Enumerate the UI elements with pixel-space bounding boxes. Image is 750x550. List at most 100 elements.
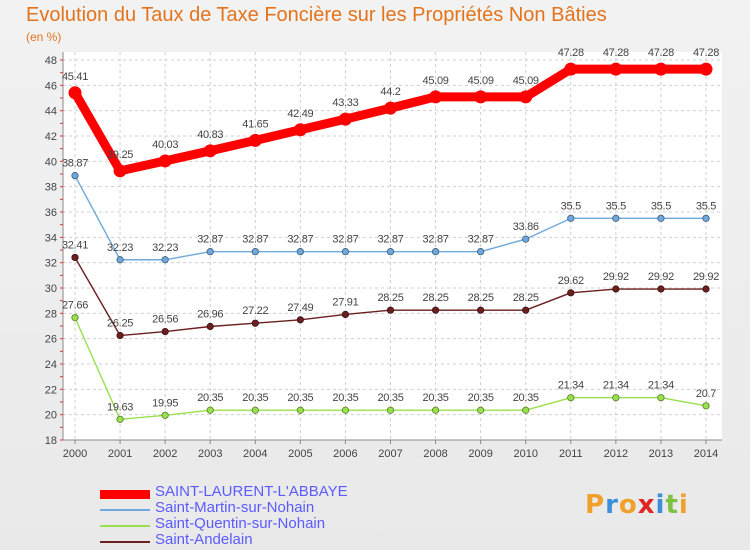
x-tick-label: 2014 bbox=[694, 448, 718, 460]
legend-label: SAINT-LAURENT-L'ABBAYE bbox=[155, 483, 348, 500]
data-label: 26.56 bbox=[152, 314, 178, 326]
series-point bbox=[386, 406, 395, 414]
series-point bbox=[702, 402, 710, 410]
data-label: 20.35 bbox=[377, 392, 403, 404]
series-point bbox=[474, 90, 488, 104]
series-point bbox=[431, 248, 440, 256]
series-point bbox=[657, 394, 665, 402]
x-tick-label: 2004 bbox=[243, 448, 267, 460]
x-tick-label: 2000 bbox=[63, 448, 87, 460]
data-label: 44.2 bbox=[380, 86, 400, 98]
data-label: 29.92 bbox=[603, 271, 629, 283]
y-tick-label: 24 bbox=[45, 359, 57, 371]
data-label: 20.35 bbox=[197, 392, 223, 404]
y-tick-label: 44 bbox=[45, 106, 57, 118]
data-label: 45.09 bbox=[423, 75, 449, 87]
data-label: 20.35 bbox=[287, 392, 313, 404]
data-label: 20.35 bbox=[242, 392, 268, 404]
data-label: 32.41 bbox=[62, 239, 88, 251]
data-label: 32.23 bbox=[152, 242, 178, 254]
x-tick-label: 2009 bbox=[468, 448, 492, 460]
series-point bbox=[161, 256, 169, 264]
x-tick-label: 2012 bbox=[604, 448, 628, 460]
series-point bbox=[567, 394, 575, 402]
logo-letter: o bbox=[618, 490, 638, 520]
data-label: 45.09 bbox=[513, 75, 539, 87]
series-point bbox=[657, 285, 665, 293]
series-point bbox=[206, 248, 214, 256]
series-point bbox=[702, 214, 710, 222]
series-point bbox=[251, 319, 259, 327]
x-tick-label: 2006 bbox=[333, 448, 357, 460]
proxiti-logo: Proxiti bbox=[585, 490, 689, 520]
series-point bbox=[71, 172, 79, 180]
series-point bbox=[341, 406, 350, 414]
series-point bbox=[567, 214, 575, 222]
series-point bbox=[657, 214, 665, 222]
series-point bbox=[429, 90, 443, 104]
data-label: 33.86 bbox=[513, 221, 539, 233]
data-label: 43.33 bbox=[332, 97, 358, 109]
x-tick-label: 2002 bbox=[153, 448, 177, 460]
x-tick-label: 2007 bbox=[378, 448, 402, 460]
data-label: 28.25 bbox=[513, 292, 539, 304]
y-tick-label: 28 bbox=[45, 308, 57, 320]
chart-title: Evolution du Taux de Taxe Foncière sur l… bbox=[26, 4, 607, 26]
y-tick-label: 48 bbox=[45, 55, 57, 67]
x-tick-label: 2010 bbox=[513, 448, 537, 460]
logo-letter: i bbox=[678, 490, 689, 520]
data-label: 38.87 bbox=[62, 158, 88, 170]
data-label: 29.92 bbox=[693, 271, 719, 283]
data-label: 32.23 bbox=[107, 242, 133, 254]
data-label: 47.28 bbox=[693, 47, 719, 59]
series-point bbox=[522, 406, 530, 414]
data-label: 45.41 bbox=[62, 71, 88, 83]
data-label: 20.35 bbox=[423, 392, 449, 404]
series-point bbox=[431, 406, 440, 414]
data-label: 28.25 bbox=[423, 292, 449, 304]
data-label: 29.62 bbox=[558, 275, 584, 287]
data-label: 29.92 bbox=[648, 271, 674, 283]
data-label: 27.22 bbox=[242, 305, 268, 317]
data-label: 27.49 bbox=[287, 302, 313, 314]
series-point bbox=[296, 316, 304, 324]
data-label: 42.49 bbox=[287, 108, 313, 120]
y-tick-label: 46 bbox=[45, 80, 57, 92]
logo-letter: r bbox=[605, 490, 619, 520]
data-label: 32.87 bbox=[287, 234, 313, 246]
series-point bbox=[612, 394, 620, 402]
x-tick-label: 2008 bbox=[423, 448, 447, 460]
data-label: 27.66 bbox=[62, 300, 88, 312]
y-tick-label: 30 bbox=[45, 283, 57, 295]
y-tick-label: 32 bbox=[45, 258, 57, 270]
y-tick-label: 20 bbox=[45, 410, 57, 422]
series-point bbox=[522, 306, 530, 314]
x-tick-label: 2003 bbox=[198, 448, 222, 460]
y-tick-label: 22 bbox=[45, 384, 57, 396]
y-tick-label: 34 bbox=[45, 232, 57, 244]
legend-label: Saint-Martin-sur-Nohain bbox=[155, 499, 315, 516]
series-point bbox=[206, 406, 214, 414]
series-point bbox=[654, 62, 668, 76]
data-label: 35.5 bbox=[651, 200, 671, 212]
series-point bbox=[116, 331, 124, 340]
data-label: 20.35 bbox=[513, 392, 539, 404]
series-point bbox=[431, 306, 440, 314]
series-point bbox=[251, 406, 259, 414]
y-tick-label: 40 bbox=[45, 156, 57, 168]
data-label: 47.28 bbox=[648, 47, 674, 59]
logo-letter: P bbox=[585, 490, 606, 520]
y-tick-label: 38 bbox=[45, 182, 57, 194]
series-point bbox=[296, 248, 304, 256]
series-point bbox=[158, 154, 172, 168]
series-point bbox=[293, 123, 307, 137]
data-label: 47.28 bbox=[558, 47, 584, 59]
series-point bbox=[251, 248, 259, 256]
legend-swatch bbox=[100, 525, 150, 527]
legend-swatch bbox=[100, 490, 150, 499]
x-tick-label: 2011 bbox=[559, 448, 583, 460]
series-point bbox=[609, 62, 623, 76]
data-label: 32.87 bbox=[423, 234, 449, 246]
